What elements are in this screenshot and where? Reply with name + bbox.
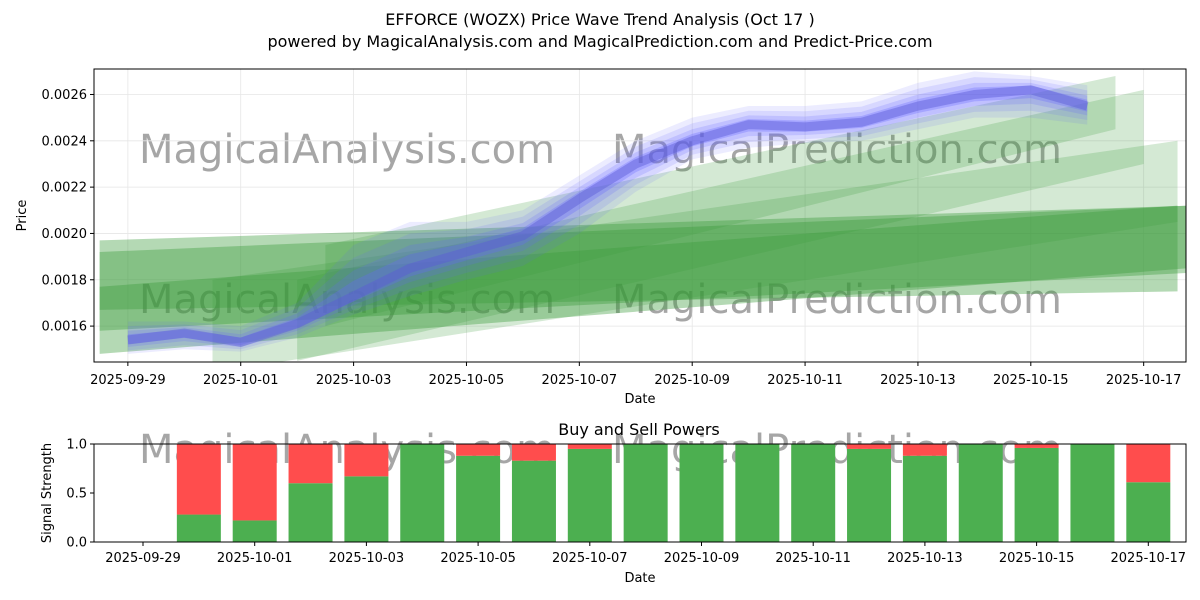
wave-band — [127, 82, 1088, 347]
bar-chart-title: Buy and Sell Powers — [558, 420, 720, 439]
wave-band — [127, 71, 1088, 354]
x-axis-label: Date — [624, 571, 655, 586]
y-axis-label: Price — [15, 200, 30, 232]
x-tick-label: 2025-10-17 — [1111, 551, 1187, 566]
watermark-text: MagicalPrediction.com — [612, 127, 1062, 173]
sell-bar — [1014, 444, 1059, 448]
x-tick-label: 2025-10-13 — [880, 373, 956, 388]
buy-bar — [511, 460, 556, 542]
y-tick-label: 0.0 — [66, 536, 87, 551]
watermark-text: MagicalAnalysis.com — [139, 277, 555, 323]
x-tick-label: 2025-10-15 — [993, 373, 1069, 388]
chart-title: EFFORCE (WOZX) Price Wave Trend Analysis… — [385, 10, 814, 29]
trend-band — [99, 205, 1186, 354]
price-chart-panel: 2025-09-29 2025-10-01 2025-10-03 2025-10-05… — [15, 68, 1187, 407]
y-tick-label: 0.0016 — [42, 320, 88, 335]
buy-bar — [567, 448, 612, 542]
sell-bar — [847, 444, 892, 449]
x-tick-label: 2025-10-09 — [664, 551, 740, 566]
x-tick-label: 2025-10-13 — [887, 551, 963, 566]
x-tick-label: 2025-10-15 — [999, 551, 1075, 566]
x-tick-label: 2025-10-07 — [552, 551, 628, 566]
y-tick-label: 0.0022 — [42, 181, 88, 196]
trend-band — [212, 140, 1178, 362]
x-tick-label: 2025-10-11 — [767, 373, 843, 388]
trend-band — [99, 205, 1186, 331]
trend-band — [297, 89, 1144, 361]
chart-subtitle: powered by MagicalAnalysis.com and Magic… — [267, 32, 932, 51]
x-tick-label: 2025-10-01 — [203, 373, 279, 388]
sell-bar — [511, 444, 556, 461]
buy-bar — [735, 444, 780, 542]
buy-bar — [232, 520, 277, 542]
y-tick-label: 0.0018 — [42, 273, 88, 288]
buy-bar — [288, 483, 333, 542]
sell-bar — [1126, 444, 1171, 483]
plot-frame — [93, 68, 1187, 363]
sell-bar — [567, 444, 612, 449]
x-axis-label: Date — [624, 392, 655, 407]
watermark-text: MagicalPrediction.com — [612, 277, 1062, 323]
watermark-text: MagicalAnalysis.com — [139, 127, 555, 173]
y-axis-label: Signal Strength — [40, 443, 55, 543]
buy-bar — [1014, 447, 1059, 542]
y-tick-label: 0.0024 — [42, 134, 88, 149]
wave-center-line — [127, 85, 1089, 347]
sell-bar — [456, 444, 501, 456]
sell-bar — [902, 444, 947, 456]
x-tick-label: 2025-10-03 — [329, 551, 405, 566]
wave-band — [127, 85, 1088, 346]
x-tick-label: 2025-10-05 — [440, 551, 516, 566]
sell-bar — [344, 444, 389, 477]
x-tick-label: 2025-10-17 — [1106, 373, 1182, 388]
sell-bar — [288, 444, 333, 484]
x-tick-label: 2025-10-05 — [429, 373, 505, 388]
x-tick-label: 2025-10-09 — [654, 373, 730, 388]
x-tick-label: 2025-09-29 — [105, 551, 181, 566]
x-tick-label: 2025-10-11 — [775, 551, 851, 566]
y-tick-label: 1.0 — [66, 438, 87, 453]
buy-bar — [791, 444, 836, 542]
buy-bar — [958, 444, 1003, 542]
y-tick-label: 0.5 — [66, 487, 87, 502]
price-plot-area — [99, 71, 1186, 362]
sell-bar — [176, 444, 221, 515]
buy-bar — [679, 444, 724, 542]
y-tick-label: 0.0026 — [42, 88, 88, 103]
signal-chart-panel: 2025-09-29 2025-10-01 2025-10-03 2025-10-05… — [40, 438, 1187, 586]
buy-bar — [344, 476, 389, 542]
x-tick-label: 2025-10-03 — [316, 373, 392, 388]
buy-bar — [847, 448, 892, 542]
trend-band — [325, 75, 1116, 327]
buy-bar — [902, 455, 947, 542]
buy-bar — [1126, 482, 1171, 542]
x-tick-label: 2025-10-07 — [542, 373, 618, 388]
trend-band — [99, 205, 1178, 310]
buy-bar — [1070, 444, 1115, 542]
y-tick-label: 0.0020 — [42, 227, 88, 242]
buy-bar — [400, 444, 445, 542]
sell-bar — [232, 444, 277, 521]
x-tick-label: 2025-09-29 — [90, 373, 166, 388]
buy-bar — [176, 514, 221, 542]
buy-bar — [456, 455, 501, 542]
buy-bar — [623, 444, 668, 542]
wave-band — [127, 77, 1088, 351]
x-tick-label: 2025-10-01 — [217, 551, 293, 566]
